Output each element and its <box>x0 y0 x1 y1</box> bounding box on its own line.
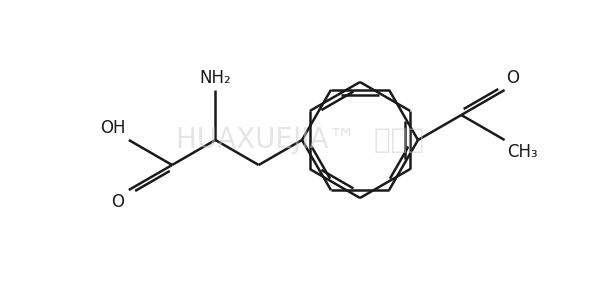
Text: OH: OH <box>100 119 126 137</box>
Text: NH₂: NH₂ <box>200 69 231 87</box>
Text: O: O <box>506 69 520 87</box>
Text: HUAXUEJIA™  化学加: HUAXUEJIA™ 化学加 <box>176 126 424 154</box>
Text: O: O <box>111 193 124 211</box>
Text: CH₃: CH₃ <box>508 143 538 161</box>
